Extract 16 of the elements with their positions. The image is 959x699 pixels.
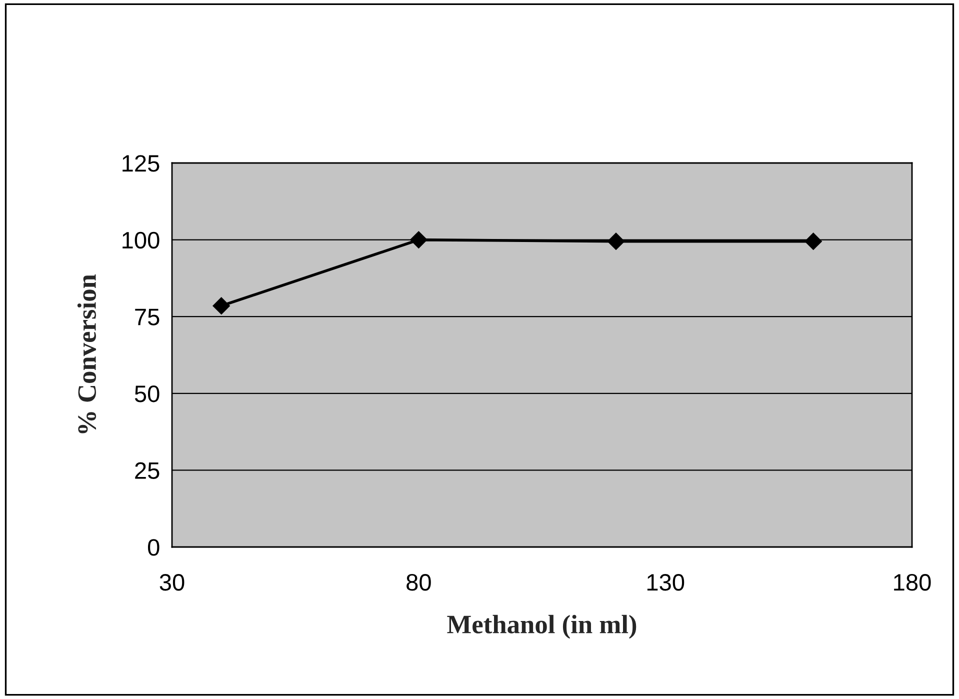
y-tick-label: 125	[122, 155, 160, 172]
x-axis-title: Methanol (in ml)	[447, 614, 636, 639]
y-tick-label: 100	[122, 232, 160, 249]
y-tick-label: 75	[135, 308, 160, 326]
x-tick-label: 130	[647, 574, 684, 591]
y-axis-title: % Conversion	[77, 274, 96, 434]
point	[804, 232, 822, 250]
point	[607, 232, 625, 250]
point	[410, 231, 428, 248]
y-tick-label: 50	[134, 385, 160, 402]
x-tick-label: 30	[160, 574, 184, 591]
y-tick-label: 25	[135, 462, 160, 479]
point	[212, 297, 230, 314]
y-tick-label: 0	[148, 539, 160, 556]
x-tick-label: 80	[406, 574, 431, 591]
x-tick-label: 180	[894, 574, 931, 591]
